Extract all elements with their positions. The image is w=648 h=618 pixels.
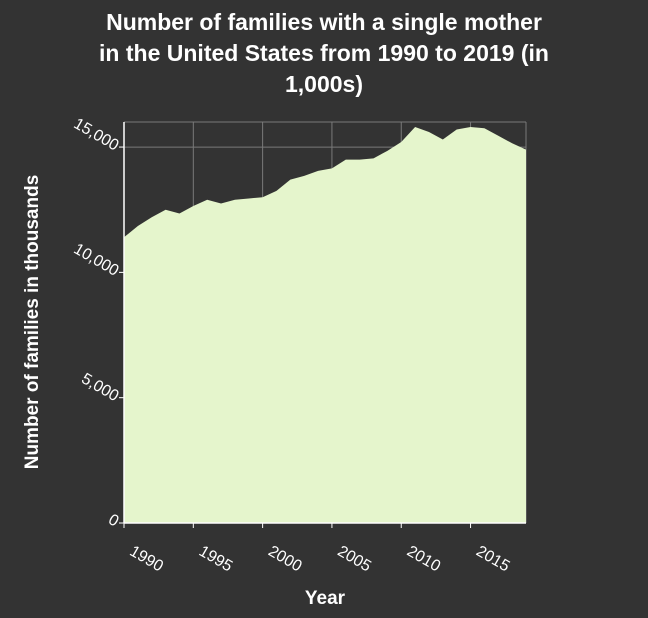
x-axis-label: Year: [305, 588, 346, 609]
area-series-fill: [124, 127, 526, 523]
plot-area: 1990 1995 2000 2005 2010 2015 05,00010,00015,…: [71, 115, 527, 575]
chart-title-line-2: in the United States from 1990 to 2019 (…: [99, 40, 549, 66]
chart-title-line-3: 1,000s): [285, 71, 363, 97]
chart-title-line-1: Number of families with a single mother: [106, 9, 542, 35]
axes: [123, 122, 526, 524]
y-axis-label: Number of families in thousands: [22, 175, 43, 470]
